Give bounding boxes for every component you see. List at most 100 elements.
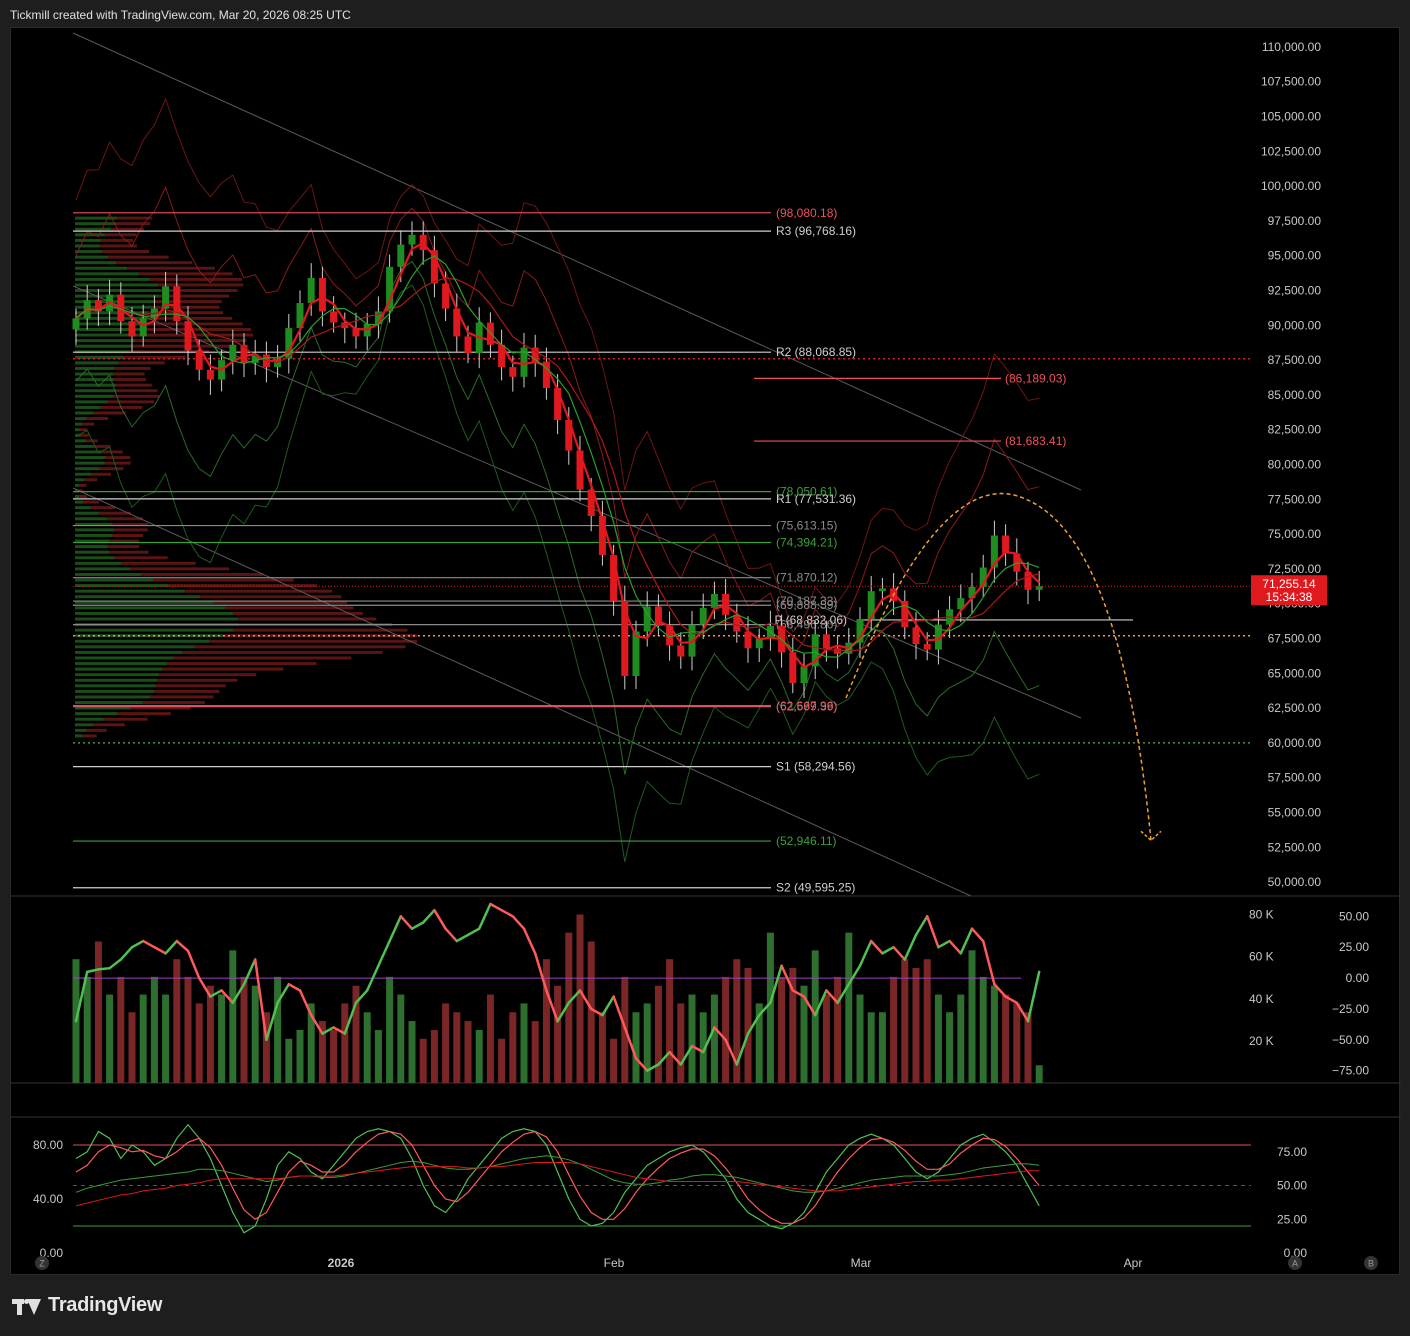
candle-body[interactable] bbox=[1035, 586, 1043, 590]
price-axis[interactable]: 110,000.00 107,500.00 105,000.00 102,500.00… bbox=[1261, 40, 1321, 889]
candle-body[interactable] bbox=[240, 344, 248, 363]
candle-body[interactable] bbox=[173, 286, 181, 322]
candle-body[interactable] bbox=[251, 354, 259, 363]
candle-body[interactable] bbox=[139, 318, 147, 337]
profile-bar-sell bbox=[86, 417, 109, 421]
zoom-reset-icon[interactable] bbox=[35, 1256, 49, 1270]
candle-body[interactable] bbox=[979, 567, 987, 587]
candle-body[interactable] bbox=[934, 624, 942, 650]
profile-bar-sell bbox=[112, 533, 144, 537]
candle-body[interactable] bbox=[72, 318, 80, 330]
volume-bar bbox=[117, 976, 125, 1083]
candle-body[interactable] bbox=[744, 631, 752, 649]
candle-body[interactable] bbox=[453, 308, 461, 337]
candle-body[interactable] bbox=[632, 631, 640, 677]
candle-body[interactable] bbox=[498, 344, 506, 368]
candle-body[interactable] bbox=[442, 283, 450, 309]
candle-body[interactable] bbox=[94, 300, 102, 312]
candle-body[interactable] bbox=[912, 627, 920, 645]
time-tick-label: Feb bbox=[604, 1256, 625, 1270]
candle-body[interactable] bbox=[307, 277, 315, 304]
candle-body[interactable] bbox=[666, 625, 674, 646]
candle-body[interactable] bbox=[128, 321, 136, 337]
candle-body[interactable] bbox=[710, 593, 718, 608]
tradingview-logo[interactable]: TradingView bbox=[12, 1294, 162, 1317]
candle-body[interactable] bbox=[822, 634, 830, 649]
candle-body[interactable] bbox=[800, 666, 808, 684]
candle-body[interactable] bbox=[598, 516, 606, 555]
candle-body[interactable] bbox=[856, 619, 864, 643]
oscillator-segment bbox=[959, 927, 974, 955]
candle-body[interactable] bbox=[901, 600, 909, 628]
candle-body[interactable] bbox=[318, 277, 326, 312]
oscillator-segment bbox=[578, 989, 593, 1011]
candle-body[interactable] bbox=[408, 234, 416, 245]
candle-body[interactable] bbox=[587, 489, 595, 517]
price-tick-label: 72,500.00 bbox=[1268, 562, 1322, 576]
candlestick-series[interactable] bbox=[72, 221, 1043, 699]
candle-body[interactable] bbox=[430, 250, 438, 284]
candle-body[interactable] bbox=[554, 387, 562, 420]
candle-body[interactable] bbox=[923, 644, 931, 650]
candle-body[interactable] bbox=[520, 347, 528, 377]
candle-body[interactable] bbox=[464, 336, 472, 354]
candle-body[interactable] bbox=[733, 614, 741, 632]
candle-body[interactable] bbox=[285, 328, 293, 359]
profile-bar-buy bbox=[75, 344, 133, 348]
level-label: (62,599.39) bbox=[776, 700, 837, 714]
candle-body[interactable] bbox=[397, 244, 405, 267]
candle-body[interactable] bbox=[542, 361, 550, 388]
candle-body[interactable] bbox=[867, 591, 875, 620]
candle-body[interactable] bbox=[811, 634, 819, 667]
candle-body[interactable] bbox=[565, 419, 573, 451]
profile-bar-sell bbox=[151, 305, 220, 309]
candle-body[interactable] bbox=[531, 347, 539, 362]
oscillator-segment bbox=[108, 958, 123, 970]
candle-body[interactable] bbox=[274, 358, 282, 368]
candle-body[interactable] bbox=[184, 321, 192, 351]
candle-body[interactable] bbox=[330, 311, 338, 323]
candle-body[interactable] bbox=[878, 588, 886, 592]
candle-body[interactable] bbox=[621, 600, 629, 677]
candle-body[interactable] bbox=[789, 652, 797, 684]
volume-bar bbox=[318, 1021, 326, 1083]
candle-body[interactable] bbox=[677, 645, 685, 657]
candle-body[interactable] bbox=[643, 606, 651, 632]
candle-body[interactable] bbox=[1024, 571, 1032, 590]
oscillator-segment bbox=[746, 1013, 761, 1035]
candle-body[interactable] bbox=[374, 311, 382, 324]
candle-body[interactable] bbox=[386, 266, 394, 312]
candle-body[interactable] bbox=[834, 648, 842, 654]
oscillator-segment bbox=[309, 1013, 324, 1035]
log-scale-icon[interactable] bbox=[1364, 1256, 1378, 1270]
candle-body[interactable] bbox=[755, 638, 763, 649]
candle-body[interactable] bbox=[610, 554, 618, 601]
candle-body[interactable] bbox=[509, 367, 517, 377]
candle-body[interactable] bbox=[229, 344, 237, 361]
candle-body[interactable] bbox=[968, 586, 976, 599]
volume-bar bbox=[509, 1012, 517, 1083]
candle-body[interactable] bbox=[1002, 535, 1010, 554]
auto-scale-icon[interactable] bbox=[1288, 1256, 1302, 1270]
candle-body[interactable] bbox=[352, 328, 360, 337]
profile-bar-sell bbox=[130, 567, 230, 571]
profile-bar-buy bbox=[75, 394, 114, 398]
candle-body[interactable] bbox=[296, 303, 304, 329]
time-axis[interactable]: 2026 Feb Mar Apr Z A B bbox=[35, 1256, 1378, 1270]
chart-frame[interactable]: (98,080.18) R3 (96,768.16) R2 (88,068.85) (… bbox=[10, 27, 1401, 1276]
profile-bar-buy bbox=[75, 728, 87, 732]
candle-body[interactable] bbox=[990, 535, 998, 568]
candle-body[interactable] bbox=[195, 350, 203, 370]
candle-body[interactable] bbox=[162, 286, 170, 309]
volume-bar bbox=[946, 1012, 954, 1083]
profile-bar-buy bbox=[75, 461, 105, 465]
candle-body[interactable] bbox=[341, 322, 349, 329]
candle-body[interactable] bbox=[957, 598, 965, 610]
chart-canvas[interactable]: (98,080.18) R3 (96,768.16) R2 (88,068.85) (… bbox=[11, 28, 1401, 1276]
current-price-countdown: 15:34:38 bbox=[1266, 590, 1313, 604]
candle-body[interactable] bbox=[654, 606, 662, 626]
candle-body[interactable] bbox=[699, 607, 707, 625]
candle-body[interactable] bbox=[576, 450, 584, 490]
volume-bar bbox=[498, 1038, 506, 1083]
candle-body[interactable] bbox=[206, 369, 214, 380]
